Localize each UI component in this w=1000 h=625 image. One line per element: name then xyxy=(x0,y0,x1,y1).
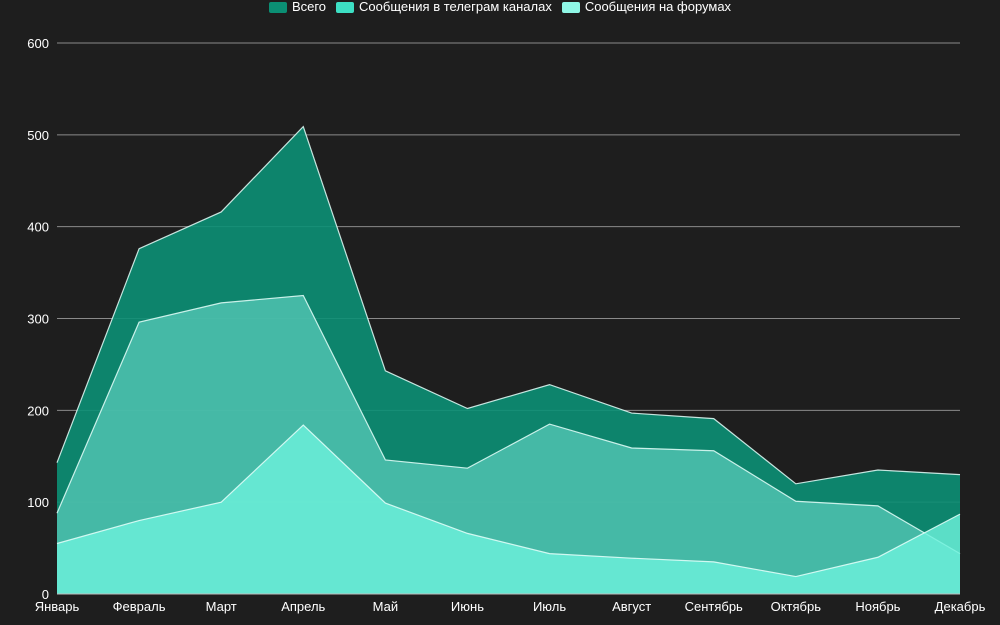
point-series-1-январь xyxy=(55,461,59,465)
x-tick-label-апрель: Апрель xyxy=(281,599,325,614)
point-series-1-ноябрь xyxy=(876,468,880,472)
x-tick-label-октябрь: Октябрь xyxy=(771,599,822,614)
point-series-2-май xyxy=(383,458,387,462)
point-series-2-сентябрь xyxy=(712,449,716,453)
x-tick-label-июнь: Июнь xyxy=(451,599,484,614)
x-tick-label-март: Март xyxy=(206,599,237,614)
point-series-2-март xyxy=(219,301,223,305)
point-series-3-март xyxy=(219,500,223,504)
point-series-2-август xyxy=(630,446,634,450)
point-series-3-февраль xyxy=(137,519,141,523)
point-series-2-декабрь xyxy=(958,552,962,556)
point-series-1-август xyxy=(630,411,634,415)
point-series-2-ноябрь xyxy=(876,504,880,508)
line-series-2 xyxy=(56,294,961,555)
point-series-3-май xyxy=(383,501,387,505)
area-series-3 xyxy=(57,425,960,594)
point-series-1-март xyxy=(219,210,223,214)
x-tick-label-февраль: Февраль xyxy=(113,599,166,614)
point-series-1-июль xyxy=(548,383,552,387)
line-series-3 xyxy=(56,424,961,578)
y-tick-label-0: 0 xyxy=(42,587,49,602)
legend-label-total: Всего xyxy=(291,0,327,14)
point-series-1-октябрь xyxy=(794,482,798,486)
point-series-2-июль xyxy=(548,422,552,426)
x-tick-label-май: Май xyxy=(373,599,398,614)
x-tick-label-декабрь: Декабрь xyxy=(935,599,986,614)
legend-swatch-telegram xyxy=(336,1,355,13)
point-series-2-февраль xyxy=(137,320,141,324)
y-tick-label-100: 100 xyxy=(27,495,49,510)
legend: Всего Сообщения в телеграм каналах Сообщ… xyxy=(0,0,1000,14)
y-tick-label-600: 600 xyxy=(27,36,49,51)
point-series-1-февраль xyxy=(137,247,141,251)
point-series-2-апрель xyxy=(301,294,305,298)
point-series-1-июнь xyxy=(465,406,469,410)
point-series-2-октябрь xyxy=(794,499,798,503)
y-tick-label-500: 500 xyxy=(27,128,49,143)
point-series-2-январь xyxy=(55,511,59,515)
legend-label-telegram: Сообщения в телеграм каналах xyxy=(359,0,552,14)
point-series-3-январь xyxy=(55,541,59,545)
point-series-1-май xyxy=(383,369,387,373)
legend-item-telegram[interactable]: Сообщения в телеграм каналах xyxy=(336,0,552,14)
point-series-1-сентябрь xyxy=(712,417,716,421)
legend-item-forums[interactable]: Сообщения на форумах xyxy=(561,0,732,14)
line-series-1 xyxy=(56,125,961,485)
y-tick-label-400: 400 xyxy=(27,220,49,235)
point-series-1-декабрь xyxy=(958,473,962,477)
point-series-3-сентябрь xyxy=(712,560,716,564)
point-series-3-ноябрь xyxy=(876,555,880,559)
legend-swatch-total xyxy=(268,1,287,13)
y-tick-label-300: 300 xyxy=(27,312,49,327)
point-series-3-октябрь xyxy=(794,575,798,579)
legend-label-forums: Сообщения на форумах xyxy=(584,0,732,14)
point-series-3-июнь xyxy=(465,531,469,535)
x-tick-label-июль: Июль xyxy=(533,599,566,614)
point-series-1-апрель xyxy=(301,125,305,129)
y-tick-label-200: 200 xyxy=(27,403,49,418)
x-tick-label-август: Август xyxy=(612,599,651,614)
x-tick-label-ноябрь: Ноябрь xyxy=(855,599,900,614)
point-series-3-апрель xyxy=(301,423,305,427)
point-series-3-декабрь xyxy=(958,512,962,516)
point-series-2-июнь xyxy=(465,466,469,470)
x-tick-label-сентябрь: Сентябрь xyxy=(685,599,743,614)
legend-item-total[interactable]: Всего xyxy=(268,0,327,14)
point-series-3-август xyxy=(630,556,634,560)
x-tick-label-январь: Январь xyxy=(35,599,80,614)
legend-swatch-forums xyxy=(561,1,580,13)
point-series-3-июль xyxy=(548,552,552,556)
